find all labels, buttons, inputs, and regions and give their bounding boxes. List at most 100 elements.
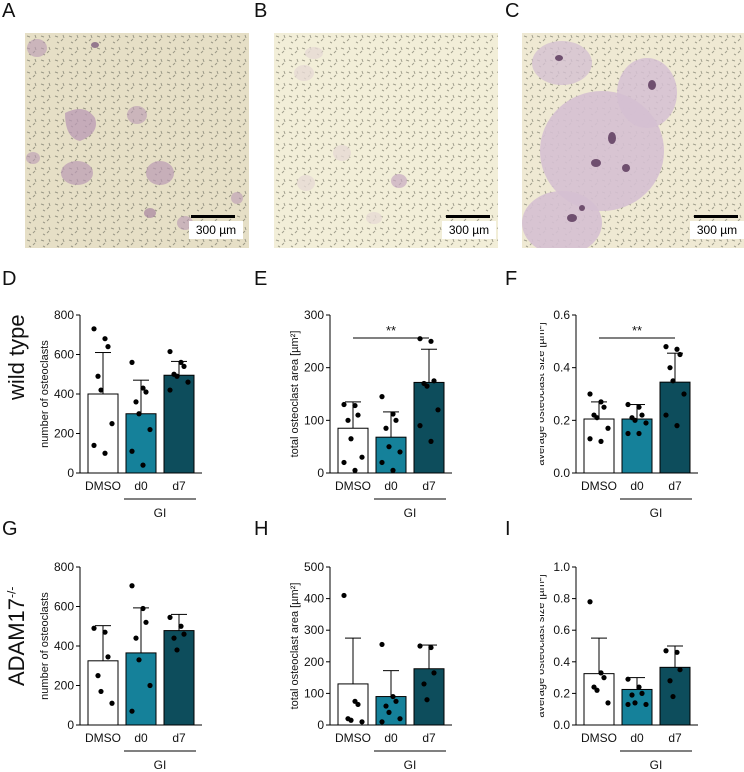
data-point: [428, 338, 434, 344]
y-tick-label: 300: [304, 308, 324, 322]
data-point: [181, 631, 187, 637]
x-tick-label: d0: [384, 479, 398, 493]
group-label: GI: [404, 758, 417, 772]
data-point: [352, 467, 358, 473]
data-point: [352, 402, 358, 409]
data-point: [677, 351, 683, 358]
data-point: [629, 692, 635, 698]
data-point: [95, 673, 101, 679]
data-point: [417, 643, 423, 649]
panel-letter-f: F: [505, 268, 518, 290]
data-point: [639, 690, 645, 696]
data-point: [601, 404, 607, 410]
data-point: [140, 385, 146, 391]
bar-d7: [659, 381, 691, 474]
y-tick-label: 0: [67, 466, 74, 480]
chart-d: 0 200 400 600 800 number of osteoclasts DMSO d0…: [40, 308, 202, 520]
y-tick-label: 0.0: [553, 718, 570, 732]
y-axis-label: number of osteoclasts: [40, 340, 51, 448]
y-tick-label: 600: [54, 600, 74, 614]
data-point: [109, 700, 115, 706]
x-tick-label: DMSO: [335, 479, 371, 493]
panel-letter-i: I: [505, 518, 511, 540]
data-point: [386, 709, 392, 715]
scalebar-label-c: 300 µm: [697, 223, 737, 237]
data-point: [594, 687, 600, 693]
bar-dmso: [87, 393, 119, 474]
data-point: [632, 700, 638, 706]
data-point: [98, 688, 104, 695]
data-point: [102, 336, 108, 342]
data-point: [663, 648, 669, 654]
y-axis-label: total osteoclast area [µm²]: [289, 331, 301, 458]
data-point: [417, 336, 423, 342]
data-point: [643, 701, 649, 708]
x-tick-label: d7: [422, 731, 436, 745]
micrograph-a: 300 µm: [25, 33, 249, 248]
data-point: [681, 391, 687, 397]
data-point: [670, 378, 676, 384]
x-tick-label: d0: [134, 731, 148, 745]
data-point: [605, 700, 611, 706]
bar-dmso: [583, 673, 615, 726]
data-point: [625, 676, 631, 682]
y-tick-label: 0: [317, 466, 324, 480]
data-point: [625, 401, 631, 408]
data-point: [167, 614, 173, 620]
data-point: [91, 625, 97, 631]
data-point: [431, 378, 437, 384]
data-point: [379, 719, 385, 725]
data-point: [390, 411, 396, 417]
bar-d7: [163, 630, 195, 726]
data-point: [109, 421, 115, 427]
data-point: [674, 346, 680, 352]
data-point: [632, 417, 638, 423]
data-point: [147, 682, 153, 689]
y-tick-label: 200: [54, 679, 74, 693]
data-point: [605, 425, 611, 431]
micrograph-c-image: 300 µm: [522, 33, 744, 248]
y-tick-label: 0: [67, 718, 74, 732]
y-axis-label: number of osteoclasts: [40, 592, 51, 700]
y-axis-label: average osteoclast size [µm²]: [540, 574, 547, 717]
data-point: [341, 401, 347, 408]
data-point: [393, 698, 399, 704]
data-point: [379, 459, 385, 466]
data-point: [345, 417, 351, 423]
micrograph-a-image: 300 µm: [25, 33, 249, 248]
panel-letter-e: E: [254, 268, 268, 290]
x-tick-label: d7: [172, 479, 186, 493]
row-label-adam17-superscript: -/-: [4, 586, 19, 598]
bar-d0: [621, 688, 653, 726]
data-point: [174, 373, 180, 379]
micrograph-b-image: 300 µm: [274, 33, 498, 248]
data-point: [636, 404, 642, 410]
data-point: [594, 415, 600, 421]
y-tick-label: 0: [317, 718, 324, 732]
row-label-adam17: ADAM17-/-: [4, 587, 30, 686]
y-tick-label: 0.6: [553, 308, 570, 322]
data-point: [171, 635, 177, 641]
data-point: [359, 719, 365, 725]
panel-letter-d: D: [2, 268, 17, 290]
data-point: [636, 430, 642, 437]
y-tick-label: 0.0: [553, 466, 570, 480]
data-point: [393, 417, 399, 423]
data-point: [348, 436, 354, 442]
bar-d0: [125, 652, 157, 726]
data-point: [143, 389, 149, 395]
x-tick-label: DMSO: [85, 479, 121, 493]
scalebar-label-a: 300 µm: [196, 223, 236, 237]
data-point: [674, 423, 680, 429]
data-point: [102, 450, 108, 456]
scalebar-label-b: 300 µm: [449, 223, 489, 237]
data-point: [663, 344, 669, 350]
x-tick-label: DMSO: [85, 731, 121, 745]
data-point: [133, 399, 139, 405]
data-point: [383, 425, 389, 431]
data-point: [129, 583, 135, 589]
data-point: [587, 599, 593, 605]
data-point: [143, 619, 149, 625]
group-label: GI: [404, 506, 417, 520]
